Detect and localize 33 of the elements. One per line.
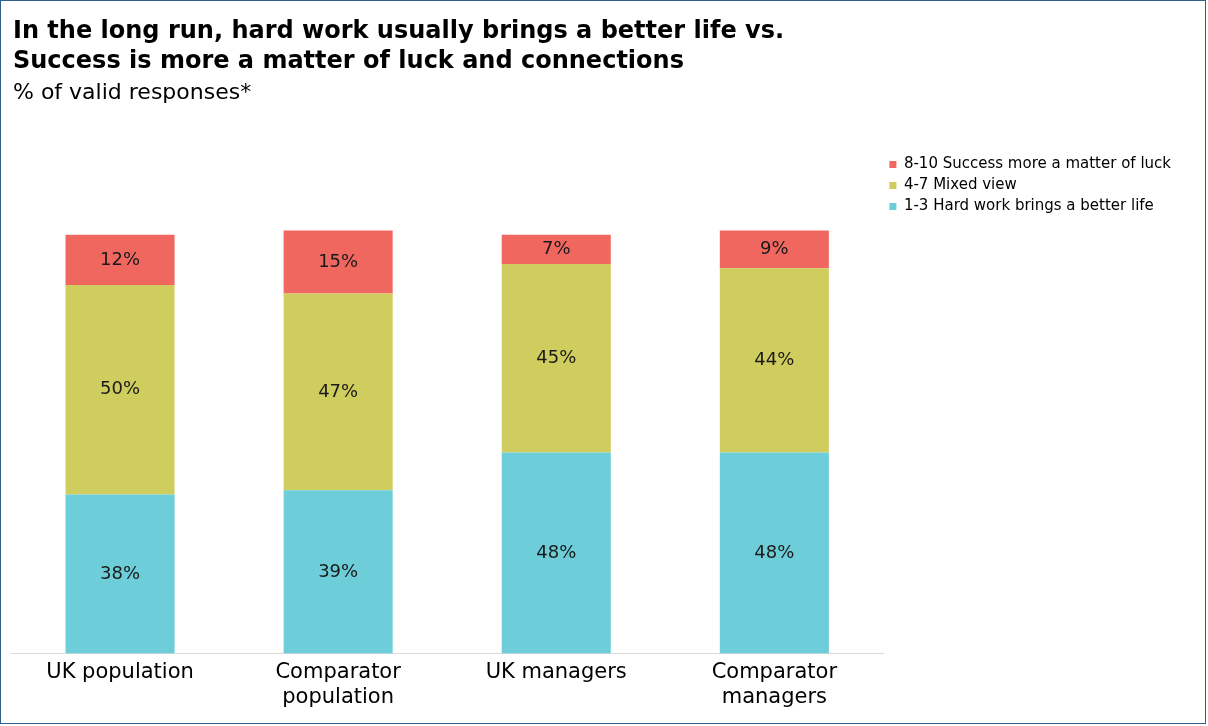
- bar: [65, 285, 175, 495]
- legend-label: 4-7 Mixed view: [903, 175, 1017, 194]
- x-tick-label: Comparator population: [275, 658, 402, 708]
- bar: [501, 264, 611, 453]
- bar: [65, 234, 175, 286]
- bar: [283, 490, 393, 654]
- data-label: 9%: [760, 237, 789, 259]
- bar: [719, 268, 829, 453]
- bar: [283, 293, 393, 491]
- bar: [719, 452, 829, 654]
- data-label: 48%: [536, 540, 577, 562]
- x-tick-label: UK managers: [485, 658, 627, 683]
- data-label: 50%: [100, 377, 141, 399]
- x-tick-label: Comparator managers: [711, 658, 838, 708]
- data-label: 15%: [318, 249, 359, 271]
- data-label: 39%: [318, 559, 359, 581]
- data-label: 45%: [536, 345, 577, 367]
- chart-title: In the long run, hard work usually brings a better life vs. Success is more a matter of luck and connections: [13, 15, 786, 75]
- data-label: 44%: [754, 348, 795, 370]
- bar: [719, 230, 829, 269]
- data-label: 12%: [100, 247, 141, 269]
- bar: [283, 230, 393, 294]
- bar: [501, 452, 611, 654]
- x-tick-label: UK population: [46, 658, 194, 683]
- data-label: 38%: [100, 561, 141, 583]
- chart-subtitle: % of valid responses*: [13, 79, 252, 104]
- data-label: 48%: [754, 540, 795, 562]
- legend-label: 8-10 Success more a matter of luck: [903, 154, 1172, 173]
- legend-label: 1-3 Hard work brings a better life: [903, 196, 1154, 215]
- bar: [501, 234, 611, 265]
- data-label: 7%: [541, 237, 571, 259]
- data-label: 47%: [318, 379, 359, 401]
- bar: [65, 494, 175, 654]
